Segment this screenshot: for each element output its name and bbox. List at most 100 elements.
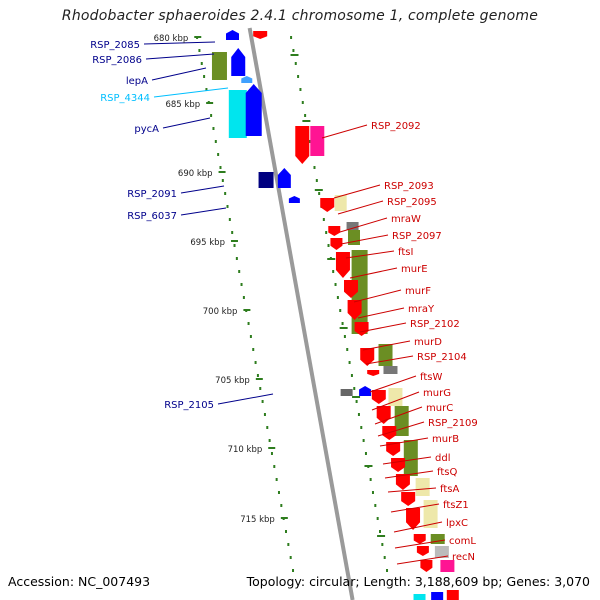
forward-gene-label: RSP_6037 [127, 211, 177, 222]
track-dot [336, 296, 339, 299]
track-dot [364, 452, 367, 455]
track-dot [369, 478, 372, 481]
reverse-gene-label: murB [432, 434, 459, 445]
track-dot [292, 49, 295, 52]
scale-tick-label: 715 kbp [240, 515, 275, 525]
map-title: Rhodobacter sphaeroides 2.4.1 chromosome… [61, 8, 539, 24]
reverse-gene-label: ftsA [440, 484, 459, 495]
gene-arrow [360, 348, 375, 366]
leader-line [151, 67, 207, 81]
gene-arrow [416, 546, 429, 556]
leader-line [393, 521, 443, 533]
track-dot [308, 140, 311, 143]
track-dot [252, 348, 255, 351]
leader-line [394, 539, 446, 549]
track-dot [200, 62, 203, 65]
track-dot [210, 114, 213, 117]
gene-arrow [295, 126, 310, 164]
track-dot [226, 205, 229, 208]
reverse-gene-label: ftsW [420, 372, 442, 383]
gene-arrow [320, 198, 335, 212]
leader-line [374, 406, 423, 425]
genes-text: Genes: 3,070 [506, 574, 590, 589]
gene-box [228, 90, 247, 138]
gene-box [388, 388, 403, 406]
track-dot [315, 179, 318, 182]
track-dot [261, 400, 264, 403]
track-dot [346, 348, 349, 351]
leader-line [371, 391, 420, 411]
gene-arrow [386, 442, 401, 456]
track-dot [247, 322, 250, 325]
leader-line [345, 250, 395, 259]
length-text: Length: 3,188,609 bp; [363, 574, 503, 589]
reverse-gene-label: mraW [391, 214, 421, 225]
reverse-gene-label: murD [414, 337, 442, 348]
reverse-gene-label: RSP_2104 [417, 352, 467, 363]
track-dot [228, 218, 231, 221]
leader-line [396, 555, 449, 565]
label-layer: RSP_2085 RSP_2086 lepA RSP_4344 pycA RSP_2091… [90, 40, 478, 563]
leader-line [362, 340, 411, 351]
gene-arrow [344, 280, 358, 298]
track-dot [325, 231, 328, 234]
forward-gene-label: RSP_2091 [127, 189, 177, 200]
gene-arrow [395, 474, 410, 490]
forward-gene-label: RSP_2105 [164, 400, 214, 411]
track-dot [259, 387, 262, 390]
gene-arrow [354, 322, 369, 336]
leader-line [353, 289, 402, 303]
gene-box [403, 440, 418, 476]
track-dot [212, 127, 215, 130]
gene-arrow [226, 30, 239, 40]
track-dot [217, 153, 220, 156]
leader-line [382, 456, 432, 465]
reverse-gene-label: recN [452, 552, 475, 563]
reverse-gene-label: ftsI [398, 247, 413, 258]
track-dot [334, 283, 337, 286]
backbone [247, 27, 355, 600]
reverse-gene-label: comL [449, 536, 476, 547]
reverse-gene-label: ddl [435, 453, 450, 464]
gene-arrow [371, 390, 386, 404]
track-dot [235, 257, 238, 260]
leader-line [390, 503, 440, 513]
gene-box [446, 590, 459, 600]
track-dot [231, 231, 234, 234]
forward-gene-label: pycA [134, 124, 159, 135]
track-dot [383, 556, 386, 559]
track-dot [322, 218, 325, 221]
gene-box [413, 594, 426, 600]
gene-arrow [347, 300, 362, 320]
gene-box [434, 546, 449, 558]
leader-line [359, 322, 407, 333]
gene-box [430, 534, 445, 544]
track-dot [381, 543, 384, 546]
scale-layer: 680 kbp 685 kbp 690 kbp 695 kbp 700 kbp 705 k… [154, 34, 386, 537]
gene-arrow [335, 252, 350, 278]
leader-line [333, 184, 381, 199]
gene-arrow [367, 370, 380, 376]
reverse-gene-label: mraY [408, 304, 435, 315]
leader-line [217, 393, 274, 405]
reverse-gene-label: murF [405, 286, 431, 297]
track-dot [249, 335, 252, 338]
genome-summary: Topology: circular; Length: 3,188,609 bp… [247, 574, 590, 589]
track-dot [371, 491, 374, 494]
track-dot [242, 296, 245, 299]
gene-arrow [328, 226, 341, 236]
forward-gene-label: RSP_2085 [90, 40, 140, 51]
gene-arrow [420, 560, 433, 572]
track-dot [343, 335, 346, 338]
track-dot [198, 49, 201, 52]
track-dot [289, 556, 292, 559]
leader-line [339, 217, 388, 233]
leader-line [349, 267, 398, 279]
gene-box [340, 389, 353, 396]
scale-tick-label: 685 kbp [165, 100, 200, 110]
track-dot [292, 569, 295, 572]
gene-box [310, 126, 325, 156]
leader-line [143, 41, 216, 45]
leader-line [369, 375, 417, 393]
